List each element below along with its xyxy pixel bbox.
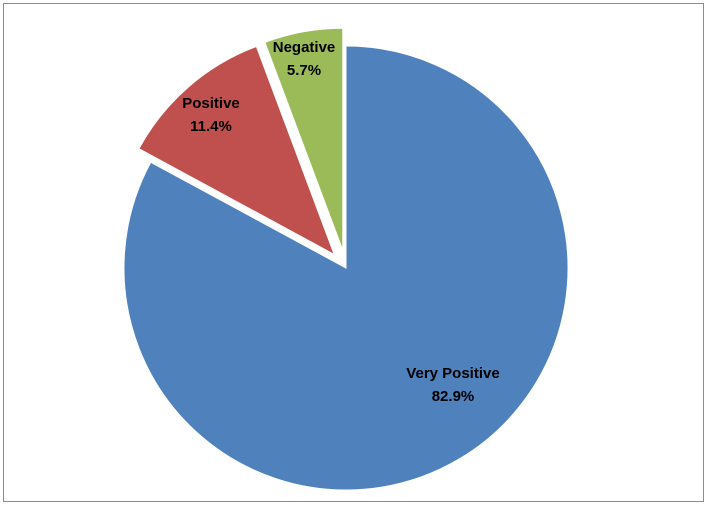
slice-label-positive: Positive 11.4%	[182, 95, 240, 135]
slice-value-very-positive: 82.9%	[432, 388, 475, 405]
pie-slice-very-positive	[123, 45, 569, 491]
slice-value-positive: 11.4%	[190, 118, 232, 135]
pie-slice-negative	[264, 27, 344, 251]
slice-label-very-positive: Very Positive 82.9%	[406, 365, 499, 405]
slice-category-negative: Negative	[273, 39, 336, 56]
slice-category-very-positive: Very Positive	[406, 365, 499, 382]
slice-category-positive: Positive	[182, 95, 240, 112]
pie-slices	[123, 27, 569, 491]
slice-value-negative: 5.7%	[287, 62, 321, 79]
slice-label-negative: Negative 5.7%	[273, 39, 336, 79]
pie-slice-positive	[138, 45, 336, 256]
pie-labels: Very Positive 82.9% Positive 11.4% Negative 5…	[182, 39, 499, 405]
